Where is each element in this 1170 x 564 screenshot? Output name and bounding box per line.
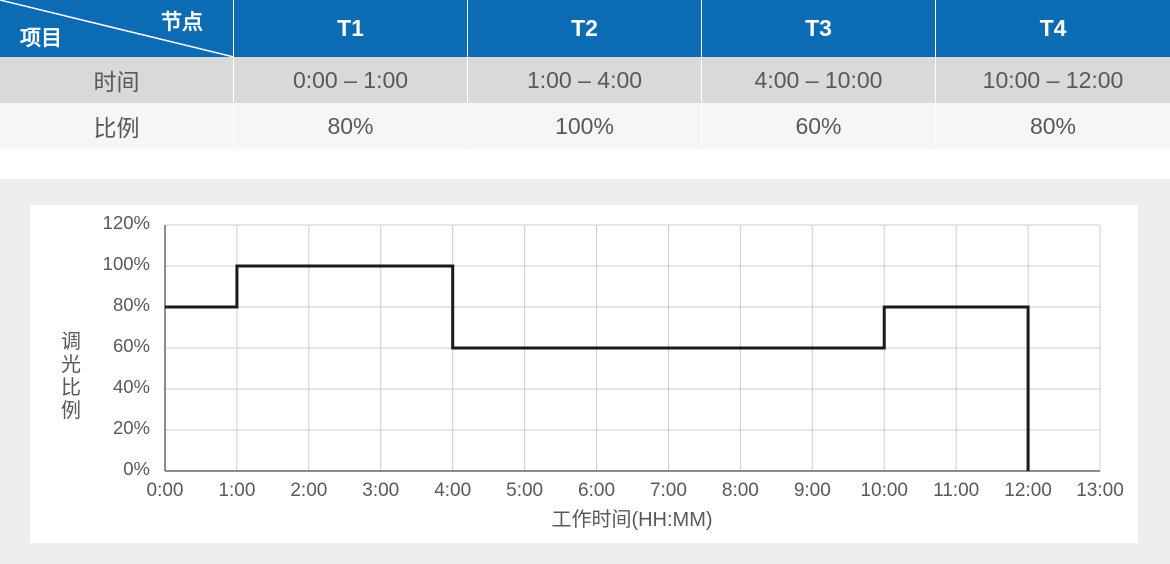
svg-text:9:00: 9:00 (794, 480, 831, 501)
svg-text:120%: 120% (103, 212, 150, 233)
svg-text:12:00: 12:00 (1004, 480, 1052, 501)
svg-text:4:00: 4:00 (434, 480, 471, 501)
svg-text:1:00: 1:00 (218, 480, 255, 501)
svg-text:60%: 60% (113, 335, 150, 356)
svg-text:80%: 80% (113, 294, 150, 315)
svg-text:7:00: 7:00 (650, 480, 687, 501)
svg-text:20%: 20% (113, 417, 150, 438)
svg-text:6:00: 6:00 (578, 480, 615, 501)
svg-text:8:00: 8:00 (722, 480, 759, 501)
svg-text:40%: 40% (113, 376, 150, 397)
svg-text:13:00: 13:00 (1076, 480, 1124, 501)
svg-text:11:00: 11:00 (933, 480, 979, 501)
svg-text:3:00: 3:00 (362, 480, 399, 501)
svg-text:5:00: 5:00 (506, 480, 543, 501)
svg-text:0%: 0% (123, 458, 150, 479)
svg-text:2:00: 2:00 (290, 480, 327, 501)
svg-text:10:00: 10:00 (860, 480, 908, 501)
svg-text:工作时间(HH:MM): 工作时间(HH:MM) (551, 508, 712, 531)
svg-text:0:00: 0:00 (147, 480, 184, 501)
svg-text:100%: 100% (103, 253, 150, 274)
